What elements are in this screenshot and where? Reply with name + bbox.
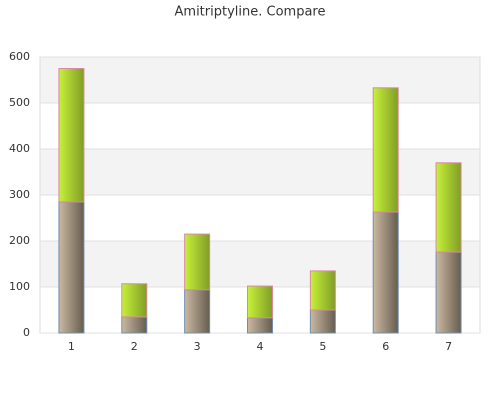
bar-segment xyxy=(58,68,85,203)
bar-segment xyxy=(184,233,211,291)
bar-segment xyxy=(309,270,336,311)
x-tick-label: 5 xyxy=(319,340,326,353)
x-tick-label: 6 xyxy=(382,340,389,353)
bar-segment xyxy=(121,283,148,318)
y-tick-label: 100 xyxy=(9,280,30,293)
bar-segment xyxy=(435,162,462,253)
y-tick-label: 0 xyxy=(23,326,30,339)
y-tick-label: 600 xyxy=(9,50,30,63)
grid-band xyxy=(40,241,480,287)
y-tick-label: 400 xyxy=(9,142,30,155)
bar-segment xyxy=(121,316,148,334)
bar-segment xyxy=(247,285,273,319)
bar-segment xyxy=(372,87,399,213)
y-tick-label: 200 xyxy=(9,234,30,247)
grid-band xyxy=(40,149,480,195)
chart-title: Amitriptyline. Compare xyxy=(175,5,326,20)
x-tick-label: 1 xyxy=(68,340,75,353)
bar-segment xyxy=(435,251,462,334)
bar-segment xyxy=(58,201,85,334)
bar-segment xyxy=(247,317,273,334)
bar-segment xyxy=(309,309,336,334)
x-tick-label: 7 xyxy=(445,340,452,353)
x-tick-label: 3 xyxy=(194,340,201,353)
bar-segment xyxy=(372,211,399,334)
y-tick-label: 500 xyxy=(9,96,30,109)
x-tick-label: 2 xyxy=(131,340,138,353)
grid-band xyxy=(40,57,480,103)
y-tick-label: 300 xyxy=(9,188,30,201)
bar-segment xyxy=(184,289,211,334)
x-tick-label: 4 xyxy=(257,340,264,353)
